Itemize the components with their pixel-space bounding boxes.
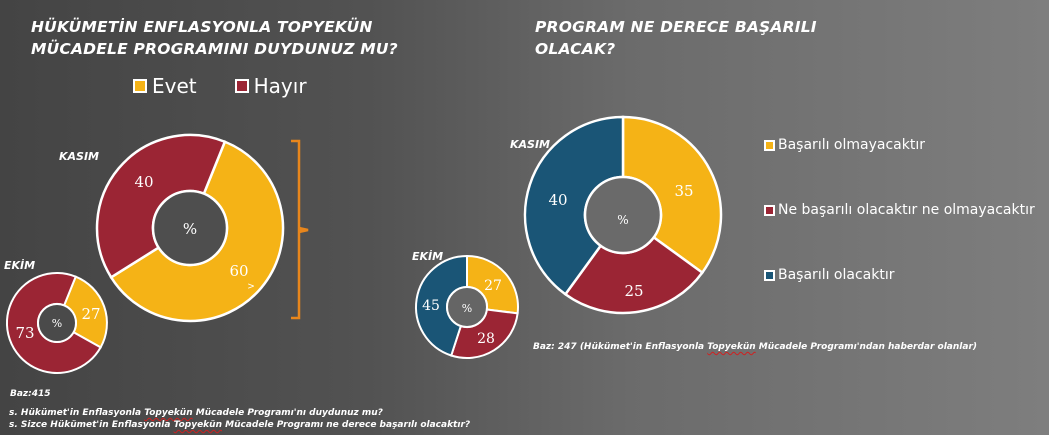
right-ekim-basarisiz-value: 27 [484, 278, 502, 294]
swatch-basarili-icon [764, 269, 775, 281]
swatch-basarisiz-icon [764, 139, 775, 151]
right-kasim-notr-value: 25 [624, 282, 643, 300]
right-kasim-center-symbol: % [617, 213, 628, 227]
legend-item-basarisiz: Başarılı olmayacaktır [764, 137, 1035, 153]
left-legend: Evet Hayır [133, 74, 307, 98]
left-ekim-center-symbol: % [52, 317, 62, 330]
swatch-hayir-icon [234, 79, 249, 93]
left-chart-title: HÜKÜMETİN ENFLASYONLA TOPYEKÜN MÜCADELE … [31, 16, 398, 60]
left-ekim-hayir-value: 73 [15, 324, 34, 342]
footnote-q2-prefix: s. Sizce Hükümet'in Enflasyonla [9, 420, 174, 430]
legend-label-hayir: Hayır [253, 74, 307, 98]
left-ekim-evet-value: 27 [81, 305, 100, 323]
legend-label-notr: Ne başarılı olacaktır ne olmayacaktır [778, 202, 1035, 218]
left-kasim-donut [95, 133, 285, 323]
legend-item-hayir: Hayır [234, 74, 307, 98]
left-kasim-center-symbol: % [183, 220, 197, 238]
legend-label-evet: Evet [152, 74, 197, 98]
swatch-evet-icon [133, 79, 147, 93]
right-base-suffix: Mücadele Programı'ndan haberdar olanlar) [755, 342, 978, 352]
right-kasim-basarisiz-value: 35 [674, 182, 693, 200]
right-title-line2: OLACAK? [535, 40, 616, 58]
left-title-line1: HÜKÜMETİN ENFLASYONLA TOPYEKÜN [31, 18, 373, 36]
footnote-q1-prefix: s. Hükümet'in Enflasyonla [9, 408, 145, 418]
left-ekim-label: EKİM [4, 259, 36, 272]
left-ekim-donut [5, 272, 108, 374]
right-ekim-notr-value: 28 [477, 331, 495, 347]
right-chart-title: PROGRAM NE DERECE BAŞARILI OLACAK? [535, 16, 817, 60]
left-base-note: Baz:415 [10, 389, 51, 399]
left-kasim-label: KASIM [59, 150, 99, 163]
left-title-line2: MÜCADELE PROGRAMINI DUYDUNUZ MU? [31, 40, 398, 58]
footnotes: s. Hükümet'in Enflasyonla Topyekün Mücad… [9, 407, 470, 431]
right-base-note: Baz: 247 (Hükümet'in Enflasyonla Topyekü… [533, 342, 977, 352]
left-kasim-hayir-value: 40 [134, 173, 153, 191]
right-ekim-label: EKİM [412, 250, 444, 263]
footnote-q2-wavy: Topyekün [173, 420, 222, 430]
right-kasim-donut [523, 115, 723, 315]
footnote-q1: s. Hükümet'in Enflasyonla Topyekün Mücad… [9, 407, 470, 419]
footnote-q2-suffix: Mücadele Programı ne derece başarılı ola… [221, 420, 471, 430]
right-ekim-donut [415, 254, 519, 359]
right-title-line1: PROGRAM NE DERECE BAŞARILI [535, 18, 817, 36]
legend-item-basarili: Başarılı olacaktır [764, 267, 1035, 283]
right-ekim-center-symbol: % [462, 302, 472, 315]
bracket-icon [291, 139, 309, 320]
right-kasim-label: KASIM [510, 138, 550, 151]
legend-label-basarili: Başarılı olacaktır [778, 267, 895, 283]
left-arrow-mark: > [247, 282, 255, 292]
right-kasim-basarili-value: 40 [548, 191, 567, 209]
legend-item-notr: Ne başarılı olacaktır ne olmayacaktır [764, 202, 1035, 218]
right-base-prefix: Baz: 247 (Hükümet'in Enflasyonla [533, 342, 708, 352]
left-kasim-evet-value: 60 [229, 262, 248, 280]
footnote-q1-suffix: Mücadele Programı'nı duydunuz mu? [192, 408, 383, 418]
footnote-q2: s. Sizce Hükümet'in Enflasyonla Topyekün… [9, 419, 470, 431]
right-ekim-basarili-value: 45 [422, 298, 440, 314]
swatch-notr-icon [764, 204, 775, 216]
right-base-wavy: Topyekün [707, 342, 756, 352]
legend-item-evet: Evet [133, 74, 197, 98]
right-legend: Başarılı olmayacaktır Ne başarılı olacak… [764, 137, 1035, 283]
footnote-q1-wavy: Topyekün [144, 408, 193, 418]
legend-label-basarisiz: Başarılı olmayacaktır [778, 137, 925, 153]
